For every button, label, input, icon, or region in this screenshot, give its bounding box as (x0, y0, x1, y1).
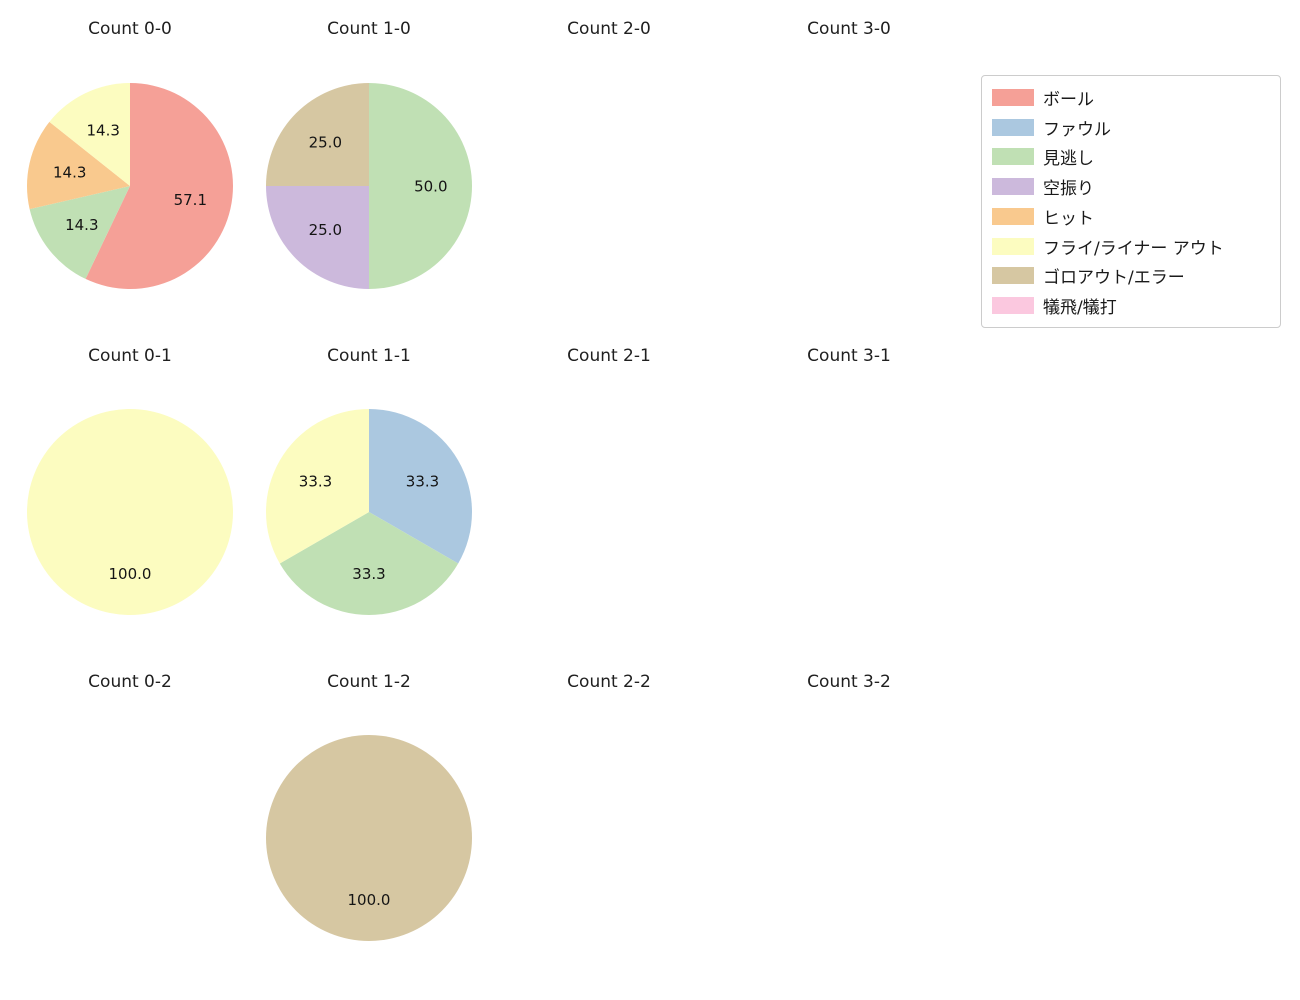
pie-slice (266, 186, 369, 289)
chart-title: Count 3-2 (807, 672, 891, 692)
pie-slice (27, 409, 233, 615)
legend-swatch (992, 237, 1034, 255)
pie-slice-percentage: 14.3 (53, 164, 86, 182)
legend-label: ボール (1043, 90, 1094, 110)
legend-item: ボール (992, 83, 1274, 112)
pie-chart: 33.3 33.3 33.3 (266, 409, 472, 615)
pie-slice (26, 121, 130, 210)
pie-slice-percentage: 100.0 (109, 565, 152, 583)
pie-slice-percentage: 50.0 (414, 177, 447, 195)
chart-title: Count 1-2 (327, 672, 411, 692)
legend-label: 犠飛/犠打 (1043, 297, 1117, 318)
chart-title: Count 3-1 (807, 346, 891, 366)
pie-slice (49, 83, 130, 186)
legend-label: ヒット (1043, 208, 1094, 229)
pie-chart: 100.0 (27, 409, 233, 615)
legend-swatch (992, 207, 1034, 225)
chart-title: Count 3-0 (807, 19, 891, 39)
pie-slice (266, 83, 369, 186)
legend-swatch (992, 296, 1034, 314)
chart-title: Count 1-1 (327, 346, 411, 366)
pie-slice-percentage: 33.3 (406, 472, 439, 490)
legend-label: フライ/ライナー アウト (1043, 238, 1224, 259)
pie-slice (85, 83, 233, 290)
legend-label: 空振り (1043, 179, 1094, 200)
pie-slice (266, 735, 472, 941)
pie-chart: 50.0 25.0 25.0 (266, 83, 472, 289)
legend-item: フライ/ライナー アウト (992, 232, 1274, 261)
pie-slice (369, 409, 472, 564)
chart-title: Count 0-0 (88, 19, 172, 39)
pie-chart: 57.1 14.3 14.3 14.3 (26, 83, 233, 290)
legend-item: 犠飛/犠打 (992, 291, 1274, 320)
legend-item: 見逃し (992, 142, 1274, 171)
legend-label: 見逃し (1043, 149, 1094, 170)
pie-slice (369, 83, 472, 289)
chart-title: Count 1-0 (327, 19, 411, 39)
pie-slice-percentage: 100.0 (348, 891, 391, 909)
legend-swatch (992, 89, 1034, 106)
pie-slice-percentage: 33.3 (299, 472, 332, 490)
pie-slice-percentage: 33.3 (352, 565, 385, 583)
chart-title: Count 2-0 (567, 19, 651, 39)
chart-title: Count 0-2 (88, 672, 172, 692)
legend-item: ゴロアウト/エラー (992, 261, 1274, 290)
legend-label: ファウル (1043, 119, 1111, 140)
pie-slice-percentage: 25.0 (309, 134, 342, 152)
legend-item: ファウル (992, 113, 1274, 142)
legend-swatch (992, 118, 1034, 136)
pie-slice-percentage: 57.1 (174, 191, 207, 209)
legend-item: 空振り (992, 172, 1274, 201)
legend-swatch (992, 178, 1034, 196)
chart-legend: ボールファウル見逃し空振りヒットフライ/ライナー アウト ゴロアウト/エラー 犠飛/… (981, 75, 1281, 328)
chart-title: Count 2-2 (567, 672, 651, 692)
legend-swatch (992, 267, 1034, 285)
pie-slice-percentage: 14.3 (65, 216, 98, 234)
pie-slice-percentage: 14.3 (86, 122, 119, 140)
chart-title: Count 0-1 (88, 346, 172, 366)
pie-slice (29, 186, 130, 279)
pie-slice (279, 512, 459, 615)
pie-slice (266, 409, 369, 564)
chart-title: Count 2-1 (567, 346, 651, 366)
pie-slice-percentage: 25.0 (309, 221, 342, 239)
legend-item: ヒット (992, 202, 1274, 231)
legend-swatch (992, 148, 1034, 166)
legend-label: ゴロアウト/エラー (1043, 268, 1185, 289)
pie-chart: 100.0 (266, 735, 472, 941)
